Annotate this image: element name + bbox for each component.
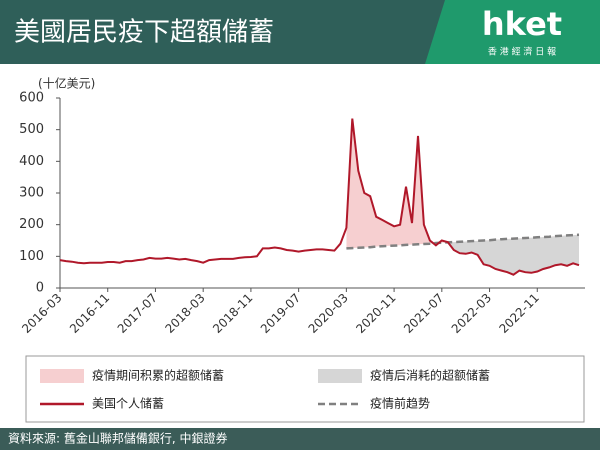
excess-area [346, 118, 580, 249]
logo: hket [482, 5, 562, 43]
legend-box [25, 355, 585, 423]
y-tick-label: 100 [19, 249, 44, 264]
source: 資料來源: 舊金山聯邦儲備銀行, 中銀證券 [8, 431, 228, 446]
y-tick-label: 600 [19, 91, 44, 106]
footer-bar [0, 428, 600, 450]
series-line [346, 233, 580, 250]
y-tick-label: 0 [36, 281, 44, 296]
y-tick-label: 500 [19, 122, 44, 137]
legend-label: 疫情前趋势 [370, 396, 430, 411]
logo-box [425, 0, 600, 64]
y-tick-label: 400 [19, 154, 44, 169]
legend-label: 美国个人储蓄 [92, 396, 164, 411]
y-tick-label: 200 [19, 217, 44, 232]
series-line [59, 118, 580, 276]
legend-label: 疫情后消耗的超额储蓄 [370, 368, 490, 383]
y-tick-label: 300 [19, 186, 44, 201]
header-title: 美國居民疫下超額儲蓄 [14, 18, 274, 48]
logo-sub: 香 港 經 濟 日 報 [488, 46, 556, 58]
legend-swatch [40, 369, 84, 383]
legend-label: 疫情期间积累的超额储蓄 [92, 368, 224, 383]
legend-swatch [318, 369, 362, 383]
y-axis-label: (十亿美元) [38, 76, 95, 91]
